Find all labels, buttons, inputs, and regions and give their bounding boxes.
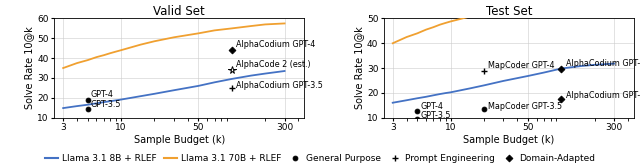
Text: MapCoder GPT-3.5: MapCoder GPT-3.5 <box>488 102 563 111</box>
Text: GPT-3.5: GPT-3.5 <box>90 100 121 110</box>
Text: AlphaCodium GPT-4: AlphaCodium GPT-4 <box>236 40 316 49</box>
X-axis label: Sample Budget (k): Sample Budget (k) <box>134 135 225 145</box>
Text: MapCoder GPT-4: MapCoder GPT-4 <box>488 61 555 70</box>
Legend: Llama 3.1 8B + RLEF, Llama 3.1 70B + RLEF, General Purpose, Prompt Engineering, : Llama 3.1 8B + RLEF, Llama 3.1 70B + RLE… <box>41 151 599 167</box>
X-axis label: Sample Budget (k): Sample Budget (k) <box>463 135 554 145</box>
Title: Test Set: Test Set <box>486 6 532 18</box>
Y-axis label: Solve Rate 10@k: Solve Rate 10@k <box>354 27 364 109</box>
Title: Valid Set: Valid Set <box>154 6 205 18</box>
Text: GPT-4: GPT-4 <box>420 102 443 111</box>
Text: AlphaCode 2 (est.): AlphaCode 2 (est.) <box>236 60 311 69</box>
Y-axis label: Solve Rate 10@k: Solve Rate 10@k <box>24 27 35 109</box>
Text: AlphaCodium GPT-3.5: AlphaCodium GPT-3.5 <box>236 81 323 90</box>
Text: AlphaCodium GPT-3.5: AlphaCodium GPT-3.5 <box>566 91 640 100</box>
Text: GPT-4: GPT-4 <box>90 90 113 99</box>
Text: AlphaCodium GPT-4: AlphaCodium GPT-4 <box>566 59 640 68</box>
Text: GPT-3.5: GPT-3.5 <box>420 111 451 120</box>
